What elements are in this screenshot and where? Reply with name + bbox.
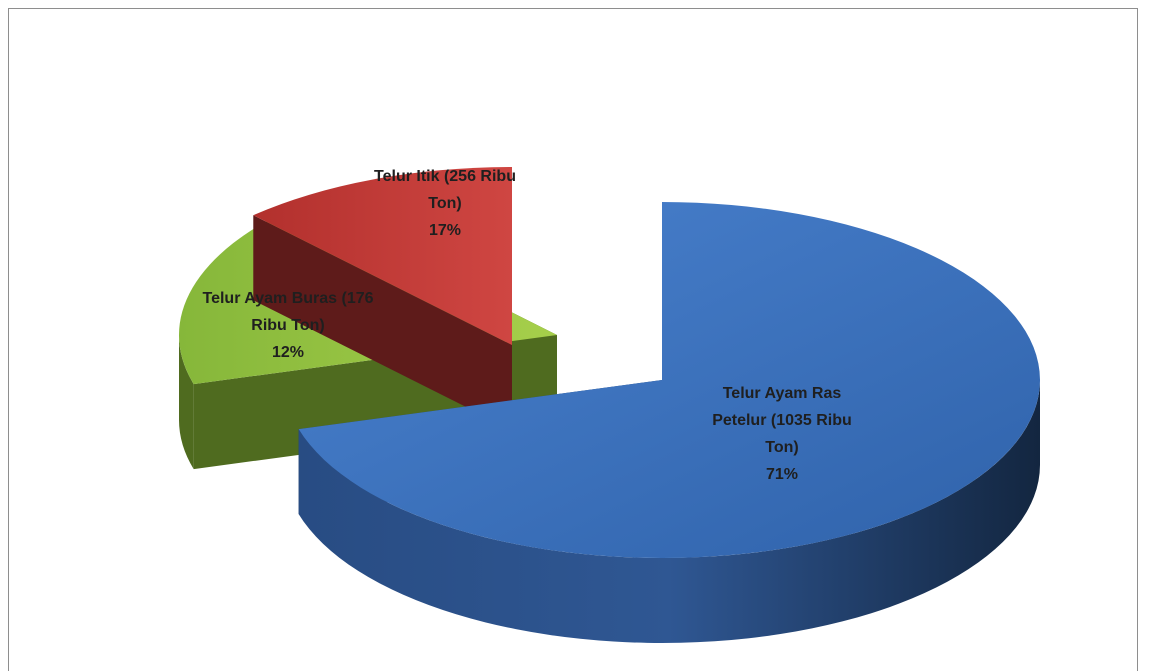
slice-label-ras: Telur Ayam Ras Petelur (1035 Ribu Ton) 71% bbox=[712, 385, 852, 483]
slice-label-line: Telur Itik (256 Ribu bbox=[374, 168, 516, 185]
slice-label-line: Ton) bbox=[765, 439, 798, 456]
slice-label-buras: Telur Ayam Buras (176 Ribu Ton) 12% bbox=[202, 290, 373, 361]
slice-label-line: Ton) bbox=[428, 195, 461, 212]
pie-slice-itik-outer-wall bbox=[179, 335, 194, 470]
slice-percent-itik: 17% bbox=[429, 222, 461, 239]
slice-label-line: Telur Ayam Ras bbox=[723, 385, 842, 402]
pie-slice-buras-top bbox=[253, 167, 513, 345]
pie-slice-ras-outer-wall bbox=[298, 380, 1040, 644]
pie-slice-buras bbox=[253, 167, 513, 430]
slice-percent-ras: 71% bbox=[766, 466, 798, 483]
pie-slice-ras-top bbox=[298, 202, 1040, 558]
slice-label-line: Ribu Ton) bbox=[251, 317, 324, 334]
pie-slice-ras bbox=[298, 202, 1040, 644]
slice-label-line: Telur Ayam Buras (176 bbox=[202, 290, 373, 307]
slice-percent-buras: 12% bbox=[272, 344, 304, 361]
slice-label-itik: Telur Itik (256 Ribu Ton) 17% bbox=[374, 168, 516, 239]
pie-slice-buras-wall-start bbox=[253, 215, 513, 430]
slice-label-line: Petelur (1035 Ribu bbox=[712, 412, 852, 429]
